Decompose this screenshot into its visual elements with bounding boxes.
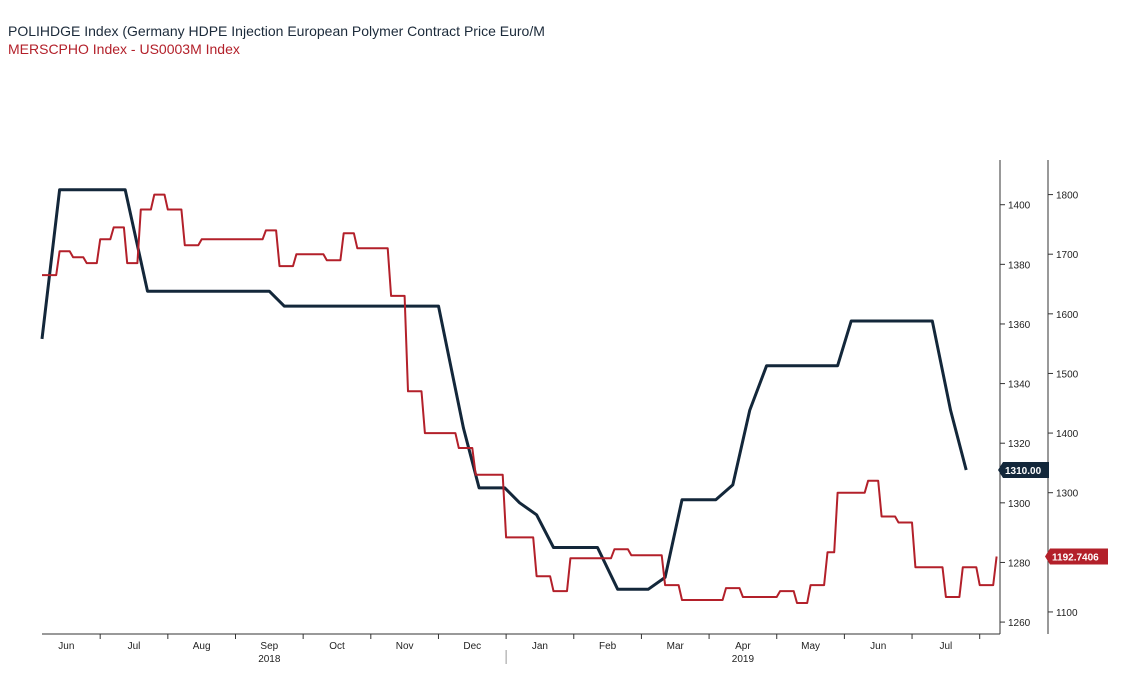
x-tick-label: Oct [329, 641, 345, 652]
chart-lines [40, 188, 998, 604]
right-tick-label: 1300 [1056, 489, 1079, 500]
x-tick-label: Apr [735, 641, 751, 652]
left-tick-label: 1400 [1008, 201, 1031, 212]
right-tick-label: 1600 [1056, 310, 1079, 321]
series1-title: POLIHDGE Index (Germany HDPE Injection E… [8, 23, 545, 39]
last-value-badge-1 [998, 462, 1049, 479]
left-tick-label: 1320 [1008, 439, 1031, 450]
last-value-text-1: 1310.00 [1005, 466, 1042, 477]
right-tick-label: 1800 [1056, 191, 1079, 202]
x-tick-label: Jul [939, 641, 952, 652]
x-tick-label: May [801, 641, 820, 652]
year-label: 2019 [732, 654, 755, 665]
x-tick-label: Dec [463, 641, 481, 652]
chart-last-value-badges: 1310.00 1192.7406 [998, 462, 1108, 565]
x-tick-label: Aug [193, 641, 211, 652]
series2-title: MERSCPHO Index - US0003M Index [8, 41, 240, 57]
x-tick-label: Jun [58, 641, 74, 652]
x-tick-label: Mar [667, 641, 685, 652]
left-tick-label: 1340 [1008, 380, 1031, 391]
x-tick-label: Jan [532, 641, 548, 652]
last-value-text-2: 1192.7406 [1052, 552, 1099, 563]
chart-axes: Jun Jul Aug Sep Oct Nov Dec Jan Feb Mar Apr May Jun J… [42, 160, 1079, 665]
series-line-2 [42, 193, 998, 604]
right-tick-label: 1100 [1056, 608, 1078, 619]
x-tick-label: Jul [128, 641, 141, 652]
series-line-1 [40, 188, 968, 591]
right-tick-label: 1400 [1056, 429, 1079, 440]
year-label: 2018 [258, 654, 281, 665]
left-tick-label: 1260 [1008, 618, 1031, 629]
x-tick-label: Feb [599, 641, 617, 652]
left-tick-label: 1360 [1008, 320, 1031, 331]
left-tick-label: 1300 [1008, 499, 1031, 510]
x-tick-label: Nov [396, 641, 414, 652]
right-tick-label: 1700 [1056, 250, 1079, 261]
x-tick-label: Jun [870, 641, 886, 652]
left-tick-label: 1280 [1008, 558, 1031, 569]
last-value-badge-2 [1045, 548, 1108, 565]
left-tick-label: 1380 [1008, 260, 1031, 271]
x-tick-label: Sep [260, 641, 278, 652]
right-tick-label: 1500 [1056, 369, 1079, 380]
